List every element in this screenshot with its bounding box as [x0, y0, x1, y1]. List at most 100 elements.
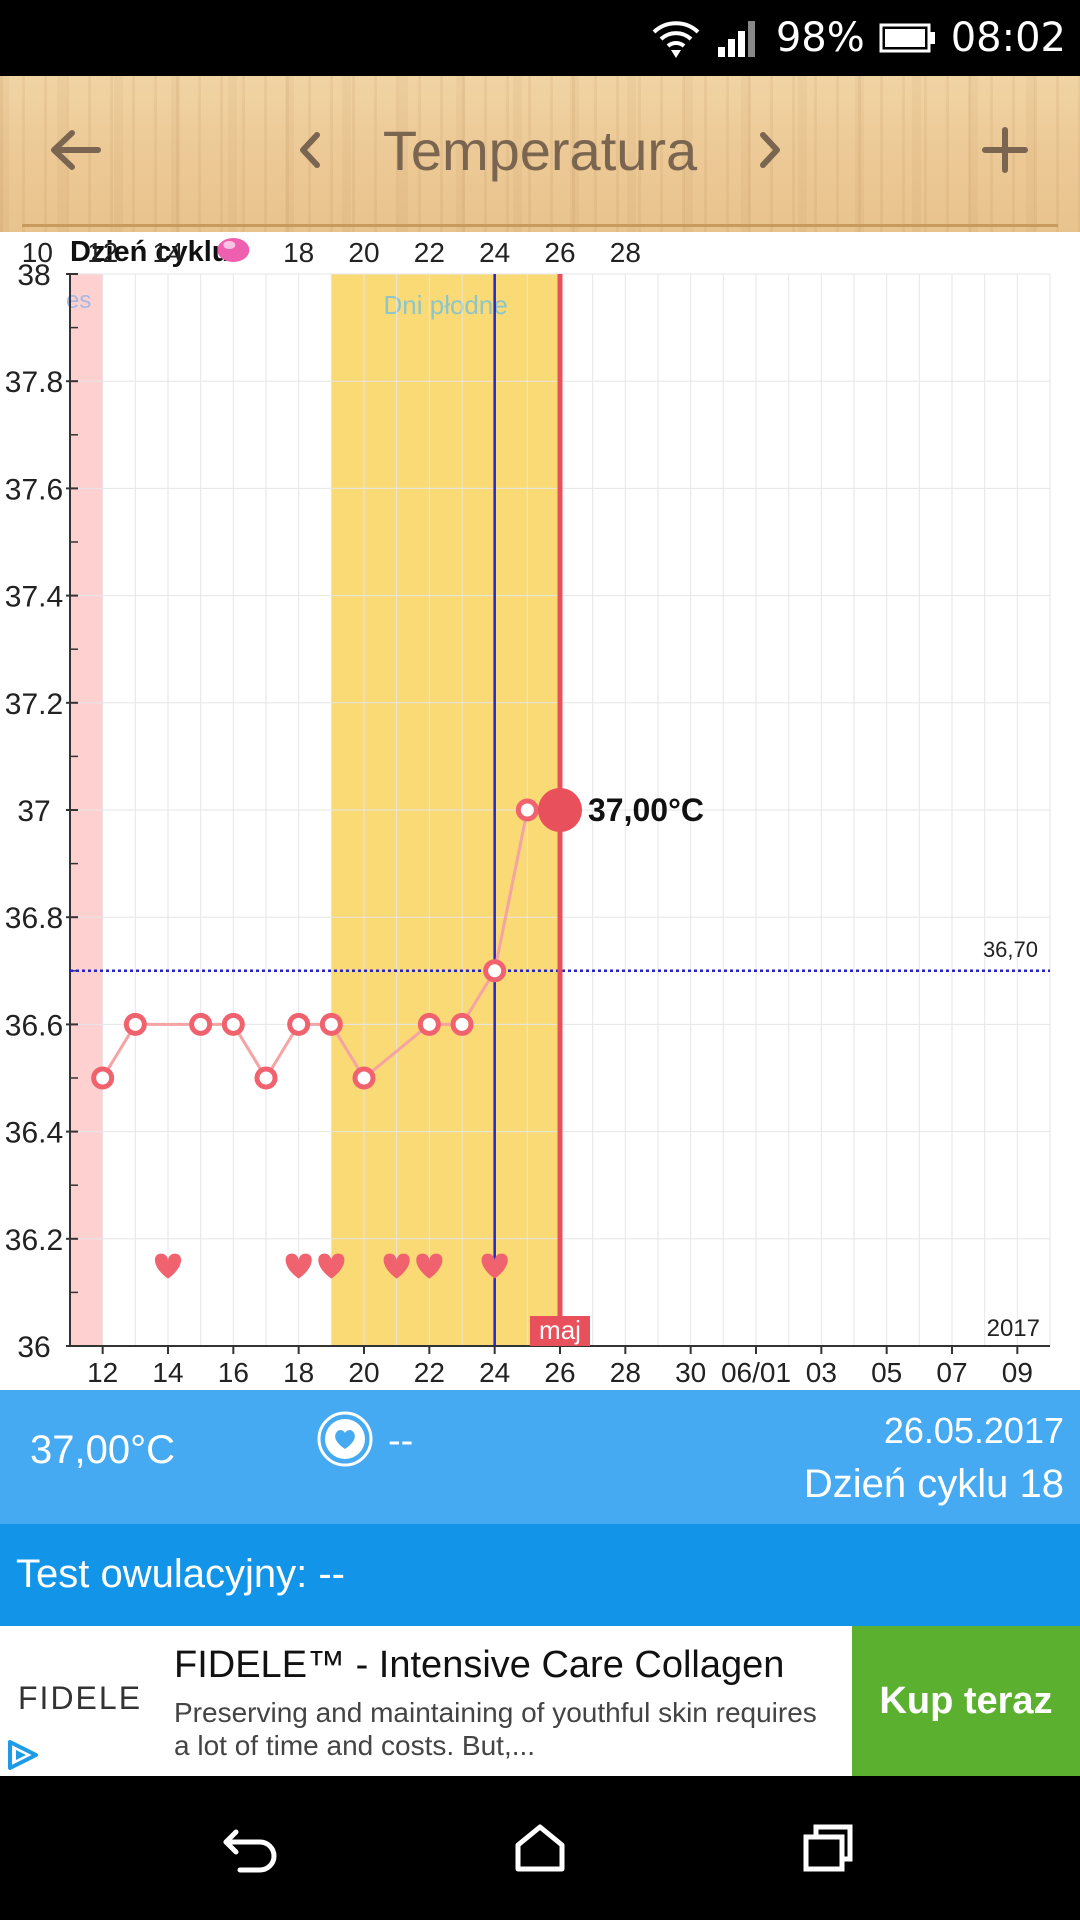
chevron-right-icon — [760, 132, 780, 168]
status-bar: 98% 08:02 — [0, 0, 1080, 76]
y-tick-label: 37.6 — [5, 473, 63, 506]
cycle-day-tick-label: 24 — [479, 237, 510, 268]
intercourse-heart-icon — [481, 1253, 508, 1279]
cycle-day-tick-label: 18 — [283, 237, 314, 268]
arrow-left-icon — [51, 130, 101, 170]
ad-buy-button[interactable]: Kup teraz — [852, 1626, 1080, 1776]
home-icon — [515, 1824, 565, 1872]
y-tick-label: 37 — [17, 795, 50, 828]
cycle-day-tick-label: 22 — [414, 237, 445, 268]
cycle-day-tick-label: 28 — [610, 237, 641, 268]
intercourse-heart-icon — [285, 1253, 312, 1279]
x-tick-label: 30 — [675, 1357, 706, 1388]
x-tick-label: 05 — [871, 1357, 902, 1388]
y-tick-label: 36.2 — [5, 1224, 63, 1257]
x-tick-label: 28 — [610, 1357, 641, 1388]
recent-apps-icon — [803, 1824, 853, 1872]
intercourse-value: -- — [388, 1420, 414, 1462]
intercourse-heart-icon — [154, 1253, 182, 1279]
temperature-point[interactable] — [450, 1012, 474, 1036]
cycle-day-tick-label: 26 — [544, 237, 575, 268]
y-tick-label: 36.4 — [5, 1117, 63, 1150]
cycle-day-tick-label: 14 — [152, 237, 183, 268]
x-tick-label: 09 — [1002, 1357, 1033, 1388]
temperature-point[interactable] — [254, 1066, 278, 1090]
temperature-point[interactable] — [123, 1012, 147, 1036]
x-tick-label: 26 — [544, 1357, 575, 1388]
intercourse-heart-icon — [416, 1253, 443, 1279]
temperature-point[interactable] — [483, 959, 507, 983]
wifi-icon — [650, 16, 702, 60]
month-label-box — [530, 1316, 590, 1346]
selected-point[interactable] — [538, 788, 582, 832]
selected-point-label: 37,00°C — [588, 792, 704, 828]
x-tick-label: 16 — [218, 1357, 249, 1388]
x-tick-label: 07 — [936, 1357, 967, 1388]
ovulation-test-row[interactable]: Test owulacyjny: -- — [0, 1524, 1080, 1626]
temperature-chart[interactable]: es Dni płodne 38 37.8 37.6 37.4 37.2 37 36.8 36.6… — [0, 232, 1080, 1390]
y-tick-label: 37.4 — [5, 581, 63, 614]
ovulation-marker-icon — [217, 238, 250, 262]
month-label: maj — [539, 1315, 581, 1345]
nav-home-button[interactable] — [480, 1776, 600, 1920]
add-button[interactable] — [960, 76, 1050, 224]
temperature-point[interactable] — [189, 1012, 213, 1036]
y-tick-label: 36.8 — [5, 902, 63, 935]
cycle-day-axis-label: Dzień cyklu — [70, 236, 230, 268]
signal-icon — [716, 19, 762, 57]
y-tick-label: 36 — [17, 1331, 50, 1364]
intercourse-heart-icon — [383, 1253, 410, 1279]
ad-title[interactable]: FIDELE™ - Intensive Care Collagen — [174, 1644, 785, 1686]
nav-back-button[interactable] — [192, 1776, 312, 1920]
app-header: Temperatura — [0, 76, 1080, 232]
clock: 08:02 — [950, 15, 1066, 61]
previous-button[interactable] — [280, 76, 340, 224]
back-button[interactable] — [30, 76, 120, 224]
nav-recent-apps-button[interactable] — [768, 1776, 888, 1920]
back-arrow-icon — [223, 1829, 277, 1873]
header-divider — [22, 224, 1058, 227]
x-tick-label: 12 — [87, 1357, 118, 1388]
x-tick-label: 24 — [479, 1357, 510, 1388]
heart-circle-icon[interactable] — [316, 1410, 374, 1468]
selected-cycle-day: Dzień cyklu 18 — [803, 1462, 1064, 1506]
x-tick-label: 03 — [806, 1357, 837, 1388]
chevron-left-icon — [300, 132, 320, 168]
day-info-panel[interactable]: 37,00°C -- 26.05.2017 Dzień cyklu 18 — [0, 1390, 1080, 1524]
battery-icon — [879, 21, 937, 55]
selected-temperature: 37,00°C — [30, 1428, 175, 1472]
y-tick-label: 36.6 — [5, 1009, 63, 1042]
x-tick-label: 22 — [414, 1357, 445, 1388]
y-tick-label: 38 — [17, 259, 50, 292]
cycle-day-tick-label: 12 — [87, 237, 118, 268]
next-button[interactable] — [740, 76, 800, 224]
y-tick-label: 37.2 — [5, 688, 63, 721]
temperature-point[interactable] — [352, 1066, 376, 1090]
x-tick-label: 18 — [283, 1357, 314, 1388]
ad-banner[interactable]: FIDELE FIDELE™ - Intensive Care Collagen… — [0, 1626, 1080, 1776]
chart-svg[interactable]: es Dni płodne3837.837.637.437.23736.836.6… — [0, 232, 1080, 1390]
y-tick-label: 37.8 — [5, 366, 63, 399]
x-tick-label: 06/01 — [721, 1357, 791, 1388]
x-tick-label: 20 — [348, 1357, 379, 1388]
temperature-point[interactable] — [515, 798, 539, 822]
page-title: Temperatura — [382, 118, 698, 182]
intercourse-heart-icon — [318, 1253, 345, 1279]
fertile-band-label: Dni płodne — [384, 290, 508, 320]
temperature-point[interactable] — [91, 1066, 115, 1090]
coverline-label: 36,70 — [983, 937, 1038, 962]
temperature-point[interactable] — [221, 1012, 245, 1036]
navigation-bar — [0, 1776, 1080, 1920]
x-tick-label: 14 — [152, 1357, 183, 1388]
selected-date: 26.05.2017 — [883, 1410, 1064, 1451]
cycle-day-tick-label: 10 — [22, 237, 53, 268]
temperature-point[interactable] — [319, 1012, 343, 1036]
cycle-day-tick-label: 20 — [348, 237, 379, 268]
temperature-point[interactable] — [287, 1012, 311, 1036]
battery-percent: 98% — [775, 15, 865, 61]
ovulation-marker-highlight — [223, 241, 236, 249]
ovulation-test-label: Test owulacyjny: -- — [16, 1552, 345, 1596]
ad-choices-icon[interactable] — [4, 1738, 40, 1772]
year-label: 2017 — [987, 1315, 1040, 1342]
temperature-point[interactable] — [417, 1012, 441, 1036]
